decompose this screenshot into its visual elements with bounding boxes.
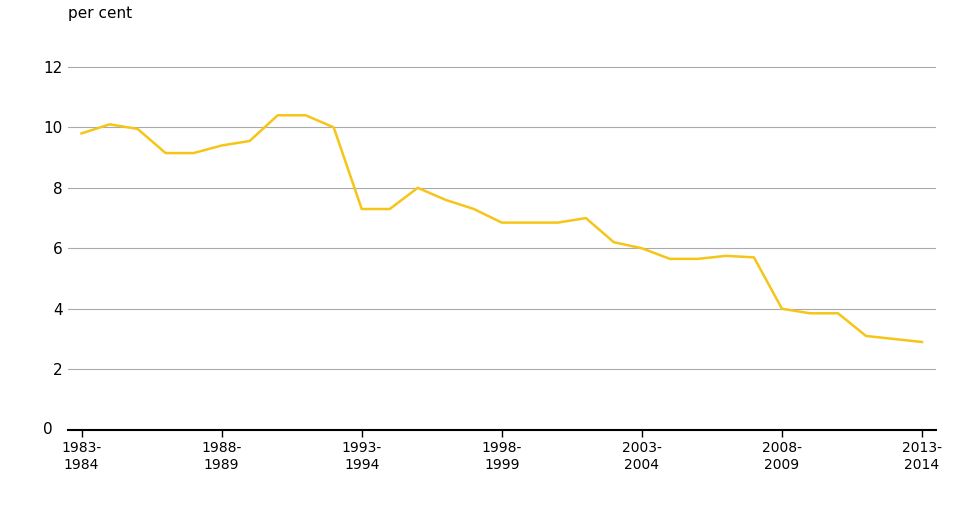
Text: per cent: per cent xyxy=(68,6,131,21)
Text: 0: 0 xyxy=(43,422,53,437)
